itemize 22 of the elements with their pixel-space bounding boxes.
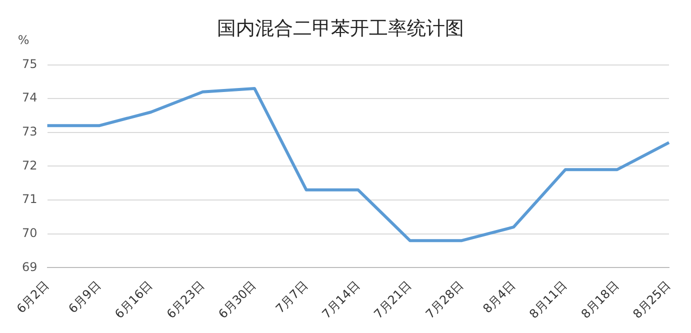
y-tick-label: 75 <box>22 56 38 71</box>
y-tick-label: 70 <box>22 226 38 240</box>
y-tick-label: 71 <box>22 192 38 206</box>
x-tick-label: 6月30日 <box>216 278 259 322</box>
y-tick-label: 73 <box>22 124 38 139</box>
x-tick-label: 6月23日 <box>164 278 208 322</box>
x-tick-label: 6月16日 <box>112 278 156 322</box>
x-tick-label: 8月4日 <box>480 278 518 316</box>
x-tick-label: 7月7日 <box>272 278 311 316</box>
chart-title: 国内混合二甲苯开工率统计图 <box>217 17 464 40</box>
y-axis-title: % <box>18 33 30 47</box>
x-tick-label: 8月18日 <box>578 278 622 322</box>
y-tick-label: 74 <box>22 90 38 105</box>
y-tick-label: 72 <box>22 158 38 172</box>
x-tick-label: 7月21日 <box>371 278 414 322</box>
x-tick-label: 6月9日 <box>66 278 104 316</box>
x-tick-label: 7月14日 <box>319 278 362 322</box>
x-tick-label: 8月25日 <box>630 278 674 322</box>
x-tick-label: 7月28日 <box>423 278 466 322</box>
x-tick-label: 6月2日 <box>14 278 52 316</box>
x-tick-label: 8月11日 <box>526 278 570 322</box>
y-tick-label: 69 <box>22 260 38 274</box>
